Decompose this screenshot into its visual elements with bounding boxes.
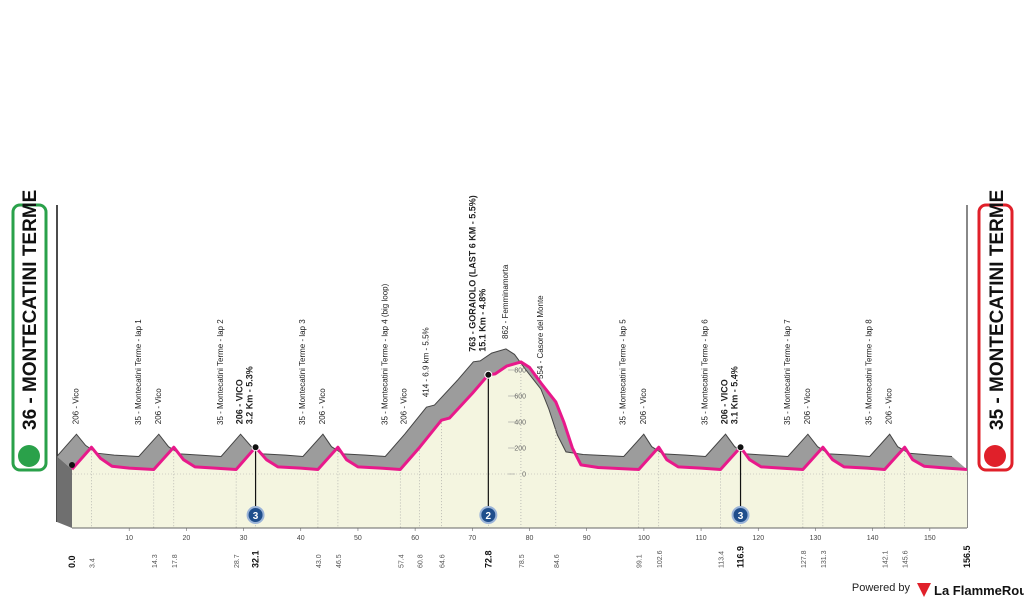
waypoint-label: 862 - Femminamorta (501, 264, 510, 339)
y-tick-label: 0 (522, 472, 526, 479)
climb-badge (246, 506, 265, 524)
km-label: 156.5 (962, 545, 972, 568)
km-label: 64.6 (439, 554, 446, 568)
y-tick-label: 400 (514, 420, 526, 427)
waypoint-label: 554 - Casore del Monte (536, 295, 545, 379)
waypoint-label: 35 - Montecatini Terme - lap 7 (783, 319, 792, 425)
ground-area (72, 361, 967, 528)
waypoint-label: 35 - Montecatini Terme - lap 4 (big loop… (380, 283, 389, 425)
waypoint-label: 35 - Montecatini Terme - lap 5 (619, 319, 628, 425)
km-label: 78.5 (519, 554, 526, 568)
km-label: 3.4 (89, 558, 96, 568)
waypoint-label: 414 - 6.9 km - 5.5% (421, 327, 430, 397)
climb-category: 3 (738, 511, 744, 522)
waypoint-label: 206 - Vico (400, 388, 409, 424)
km-label: 43.0 (316, 554, 323, 568)
y-tick-label: 800 (514, 368, 526, 375)
waypoint-label: 206 - VICO (720, 379, 730, 424)
waypoint-label: 206 - Vico (885, 388, 894, 424)
waypoint-label: 35 - Montecatini Terme - lap 3 (298, 319, 307, 425)
powered-by: Powered by (852, 582, 911, 594)
waypoint-sublabel: 3.2 Km - 5.3% (245, 366, 255, 424)
km-label: 60.8 (418, 554, 425, 568)
km-label: 127.8 (801, 550, 808, 568)
km-label: 131.3 (821, 550, 828, 568)
waypoint-label: 35 - Montecatini Terme - lap 2 (216, 319, 225, 425)
start-label: 36 - MONTECATINI TERME (20, 190, 41, 430)
x-tick-label: 100 (638, 535, 650, 542)
climb-badge (731, 506, 750, 524)
x-tick-label: 50 (354, 535, 362, 542)
climb-badge (479, 506, 498, 524)
km-label: 46.5 (336, 554, 343, 568)
waypoint-label: 206 - Vico (803, 388, 812, 424)
climb-dot (484, 370, 493, 379)
x-tick-label: 80 (526, 535, 534, 542)
km-label: 72.8 (483, 550, 493, 568)
finish-icon (984, 445, 1006, 467)
waypoint-label: 763 - GORAIOLO (LAST 6 KM - 5.5%) (467, 195, 477, 352)
y-tick-label: 200 (514, 446, 526, 453)
finish-label: 35 - MONTECATINI TERME (987, 190, 1008, 430)
x-tick-label: 110 (695, 535, 706, 542)
waypoint-label: 206 - Vico (639, 388, 648, 424)
finish-box (977, 203, 1014, 472)
km-label: 99.1 (637, 554, 644, 568)
km-label: 57.4 (398, 554, 405, 568)
x-tick-label: 130 (810, 535, 822, 542)
start-icon (18, 445, 40, 467)
waypoint-label: 35 - Montecatini Terme - lap 8 (865, 319, 874, 425)
relief-edge (56, 348, 953, 457)
waypoint-label: 206 - VICO (235, 379, 245, 424)
waypoint-label: 206 - Vico (318, 388, 327, 424)
relief-side (57, 456, 72, 528)
climb-dot (736, 443, 745, 452)
x-tick-label: 70 (468, 535, 476, 542)
x-tick-label: 40 (297, 535, 305, 542)
km-label: 142.1 (883, 550, 890, 568)
km-label: 113.4 (719, 551, 726, 568)
climb-category: 3 (253, 511, 259, 522)
brand-logo (917, 583, 931, 597)
km-label: 116.9 (736, 546, 746, 568)
waypoint-label: 206 - Vico (71, 388, 80, 424)
climb-category: 2 (486, 511, 492, 522)
start-dot (69, 462, 75, 468)
brand: La FlammeRouge (934, 583, 1024, 598)
waypoint-sublabel: 15.1 Km - 4.8% (477, 289, 487, 352)
km-label: 17.8 (172, 554, 179, 568)
waypoint-sublabel: 3.1 Km - 5.4% (730, 366, 740, 424)
x-tick-label: 60 (411, 535, 419, 542)
km-label: 32.1 (251, 550, 261, 568)
x-tick-label: 30 (240, 535, 248, 542)
x-tick-label: 10 (125, 535, 133, 542)
km-label: 84.6 (554, 554, 561, 568)
climb-dot (251, 443, 260, 452)
km-label: 102.6 (657, 550, 664, 568)
waypoint-label: 35 - Montecatini Terme - lap 6 (701, 319, 710, 425)
waypoint-label: 35 - Montecatini Terme - lap 1 (134, 319, 143, 425)
x-tick-label: 120 (752, 535, 764, 542)
x-tick-label: 140 (867, 535, 879, 542)
km-label: 14.3 (152, 554, 159, 568)
profile-line (70, 360, 968, 471)
km-label: 0.0 (67, 555, 77, 568)
start-box (11, 203, 48, 472)
relief-area (57, 348, 967, 470)
y-tick-label: 600 (514, 394, 526, 401)
x-tick-label: 90 (583, 535, 591, 542)
waypoint-label: 206 - Vico (154, 388, 163, 424)
x-tick-label: 20 (182, 535, 190, 542)
km-label: 145.6 (903, 550, 910, 568)
x-tick-label: 150 (924, 535, 936, 542)
km-label: 28.7 (234, 554, 241, 568)
